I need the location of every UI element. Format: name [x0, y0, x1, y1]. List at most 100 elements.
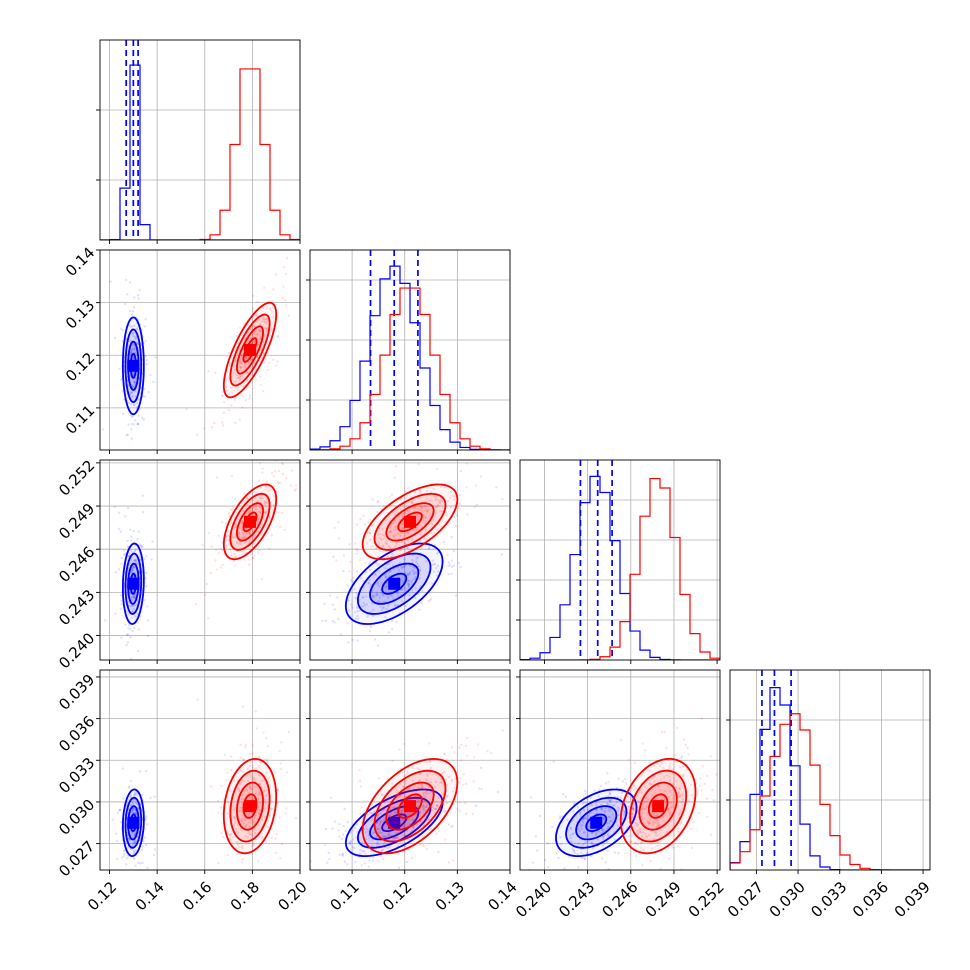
scatter-point	[250, 844, 253, 847]
scatter-point	[391, 619, 394, 622]
scatter-point	[129, 628, 132, 631]
scatter-point	[243, 822, 246, 825]
scatter-point	[290, 469, 294, 472]
scatter-point	[403, 558, 406, 561]
scatter-point	[237, 842, 241, 845]
scatter-point	[653, 814, 656, 818]
scatter-point	[363, 522, 366, 526]
scatter-point	[631, 815, 634, 819]
scatter-point	[443, 770, 446, 774]
scatter-point	[449, 490, 453, 494]
scatter-point	[136, 423, 139, 426]
scatter-point	[639, 846, 642, 850]
scatter-point	[407, 848, 410, 851]
scatter-point	[557, 856, 560, 860]
scatter-point	[416, 767, 419, 770]
scatter-point	[378, 527, 381, 530]
scatter-point	[402, 527, 405, 530]
scatter-point	[430, 490, 433, 494]
scatter-point	[665, 746, 668, 750]
density-peak-series-1	[244, 515, 256, 528]
scatter-point	[294, 487, 298, 491]
scatter-point	[132, 851, 135, 855]
scatter-point	[238, 542, 241, 546]
scatter-point	[392, 836, 396, 840]
scatter-point	[248, 752, 251, 755]
scatter-point	[242, 536, 245, 540]
scatter-point	[132, 566, 135, 569]
scatter-point	[351, 838, 355, 841]
scatter-point	[131, 809, 135, 813]
scatter-point	[123, 553, 126, 557]
scatter-point	[265, 807, 268, 810]
scatter-point	[141, 848, 144, 851]
scatter-point	[241, 509, 245, 513]
scatter-point	[252, 819, 255, 823]
scatter-point	[389, 546, 392, 550]
scatter-point	[261, 467, 264, 470]
scatter-point	[457, 780, 461, 784]
scatter-point	[369, 815, 372, 818]
scatter-point	[573, 882, 575, 884]
density-peak-series-1	[404, 800, 416, 813]
scatter-point	[244, 743, 247, 747]
scatter-point	[294, 484, 298, 487]
scatter-point	[654, 818, 657, 821]
scatter-point	[417, 518, 420, 522]
scatter-point	[663, 730, 666, 734]
scatter-point	[251, 744, 255, 747]
scatter-point	[130, 313, 134, 316]
scatter-point	[257, 765, 260, 769]
scatter-point	[130, 604, 133, 607]
scatter-point	[582, 817, 585, 821]
scatter-point	[235, 840, 238, 843]
y-tick-label: 0.036	[55, 712, 98, 755]
scatter-point	[443, 838, 447, 841]
scatter-point	[643, 749, 647, 752]
scatter-point	[260, 779, 263, 782]
scatter-point	[637, 875, 639, 877]
scatter-point	[672, 782, 675, 786]
scatter-point	[129, 350, 133, 354]
scatter-point	[284, 812, 287, 815]
scatter-point	[412, 566, 416, 569]
scatter-point	[367, 830, 370, 833]
scatter-point	[152, 380, 155, 384]
scatter-point	[349, 839, 353, 843]
axes-frame	[309, 459, 511, 661]
scatter-point	[125, 857, 129, 860]
scatter-point	[379, 812, 382, 816]
scatter-point	[263, 789, 266, 792]
x-tick-label: 0.252	[685, 878, 728, 921]
scatter-point	[384, 835, 387, 839]
scatter-point	[711, 788, 714, 792]
scatter-point	[656, 814, 659, 817]
scatter-point	[256, 513, 260, 517]
scatter-point	[258, 496, 262, 500]
scatter-point	[432, 531, 436, 534]
x-tick-label: 0.12	[84, 878, 120, 914]
scatter-point	[136, 422, 140, 426]
scatter-point	[133, 793, 136, 797]
scatter-point	[577, 866, 580, 869]
scatter-point	[131, 835, 135, 838]
scatter-point	[682, 773, 685, 776]
scatter-point	[656, 820, 660, 823]
scatter-point	[411, 818, 414, 821]
scatter-point	[415, 789, 418, 793]
scatter-point	[145, 769, 148, 773]
scatter-point	[419, 533, 423, 536]
scatter-point	[262, 731, 265, 734]
scatter-point	[342, 554, 346, 557]
scatter-point	[701, 765, 704, 768]
scatter-point	[668, 814, 671, 817]
scatter-point	[243, 558, 246, 562]
scatter-point	[133, 381, 136, 384]
scatter-point	[245, 334, 249, 337]
scatter-point	[221, 421, 224, 424]
scatter-point	[264, 318, 267, 322]
scatter-point	[253, 554, 256, 557]
scatter-point	[335, 559, 338, 562]
density-peak-series-0	[127, 359, 140, 372]
scatter-point	[472, 780, 475, 783]
